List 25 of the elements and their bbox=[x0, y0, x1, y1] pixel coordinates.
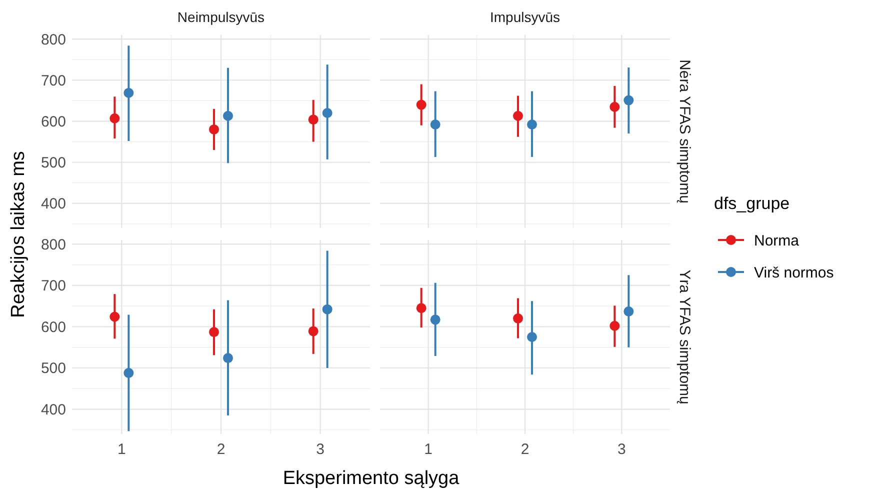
y-axis-title: Reakcijos laikas ms bbox=[8, 151, 29, 318]
y-tick-label: 600 bbox=[40, 318, 66, 336]
y2-axis-title: Yra YFAS simptomų bbox=[676, 270, 693, 404]
y-tick-label: 700 bbox=[40, 278, 66, 295]
chart-title: Impulsyvūs bbox=[490, 9, 560, 25]
x-axis-title: Eksperimento sąlyga bbox=[282, 468, 460, 489]
y-tick-label: 800 bbox=[40, 31, 66, 48]
x-tick-label: 2 bbox=[216, 441, 226, 458]
y-tick-label: 400 bbox=[40, 401, 66, 418]
legend-title: dfs_grupe bbox=[714, 194, 790, 213]
chart-title: Neimpulsyvūs bbox=[177, 9, 265, 25]
legend-label: Virš normos bbox=[754, 264, 834, 282]
x-tick-label: 3 bbox=[316, 441, 325, 458]
y-tick-label: 800 bbox=[40, 236, 66, 254]
y-tick-label: 600 bbox=[40, 113, 66, 130]
y-tick-label: 400 bbox=[40, 196, 66, 213]
x-tick-label: 2 bbox=[520, 441, 530, 458]
y-tick-label: 500 bbox=[40, 154, 66, 172]
x-tick-label: 1 bbox=[424, 441, 433, 458]
x-tick-label: 3 bbox=[617, 441, 626, 458]
y-tick-label: 500 bbox=[40, 360, 66, 378]
legend-label: Norma bbox=[754, 232, 800, 250]
y2-axis-title: Nėra YFAS simptomų bbox=[676, 60, 693, 204]
y-tick-label: 700 bbox=[40, 72, 66, 90]
x-tick-label: 1 bbox=[117, 441, 126, 458]
